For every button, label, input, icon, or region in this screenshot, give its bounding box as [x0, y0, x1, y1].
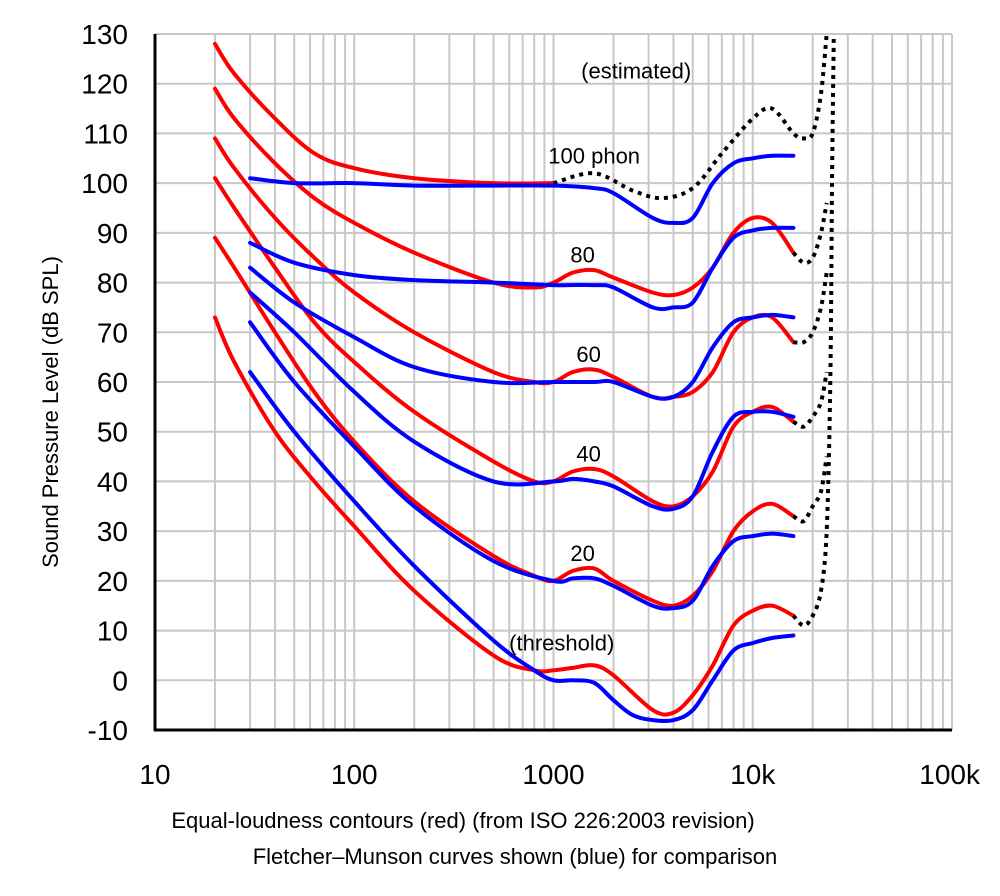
y-tick-label: 130 — [81, 19, 128, 50]
series-line-iso226 — [213, 176, 796, 509]
y-tick-label: 30 — [97, 516, 128, 547]
series-line-estimated — [552, 33, 829, 201]
series-line-fletcher-munson — [248, 265, 796, 401]
series-line-iso226 — [213, 41, 556, 186]
caption-line-1: Equal-loudness contours (red) (from ISO … — [171, 808, 754, 833]
series-line-estimated — [792, 371, 829, 429]
series-line-fletcher-munson — [248, 290, 796, 512]
annotation-label: 40 — [576, 442, 600, 467]
y-tick-label: 60 — [97, 367, 128, 398]
x-tick-label: 100 — [331, 759, 378, 790]
caption-line-2: Fletcher–Munson curves shown (blue) for … — [253, 844, 778, 869]
y-tick-label: -10 — [88, 715, 128, 746]
y-tick-label: 100 — [81, 168, 128, 199]
y-tick-label: 20 — [97, 566, 128, 597]
x-tick-label: 1000 — [522, 759, 584, 790]
series-line-estimated — [791, 202, 829, 265]
y-tick-label: 70 — [97, 317, 128, 348]
x-tick-label: 10k — [730, 759, 776, 790]
x-tick-label: 10 — [139, 759, 170, 790]
y-tick-labels: -10 0 10 20 30 40 50 60 70 80 90 100 110 120 130 — [81, 19, 128, 746]
series-layer — [213, 33, 836, 724]
x-tick-labels: 10 100 1000 10k 100k — [139, 759, 981, 790]
annotation-label: 60 — [576, 342, 600, 367]
annotation-label: 100 phon — [548, 143, 640, 168]
axes — [153, 34, 952, 732]
series-line-fletcher-munson — [248, 320, 796, 611]
series-line-estimated — [791, 33, 836, 628]
annotation-label: 20 — [570, 541, 594, 566]
y-tick-label: 10 — [97, 616, 128, 647]
series-line-iso226 — [213, 315, 796, 717]
y-tick-label: 50 — [97, 417, 128, 448]
y-tick-label: 90 — [97, 218, 128, 249]
y-tick-label: 110 — [83, 118, 128, 149]
series-line-iso226 — [213, 136, 796, 401]
y-tick-label: 0 — [112, 665, 128, 696]
annotation-label: 80 — [570, 243, 594, 268]
series-line-iso226 — [213, 235, 796, 608]
annotation-label: (threshold) — [509, 630, 614, 655]
annotations: (estimated) 100 phon 80 60 40 20 (threshold) — [509, 59, 691, 656]
annotation-label: (estimated) — [581, 59, 691, 84]
series-line-fletcher-munson — [248, 370, 796, 724]
series-line-fletcher-munson — [248, 153, 796, 226]
series-line-fletcher-munson — [248, 225, 796, 312]
y-tick-label: 80 — [97, 268, 128, 299]
y-axis-title: Sound Pressure Level (dB SPL) — [38, 256, 63, 568]
y-tick-label: 120 — [81, 69, 128, 100]
series-line-estimated — [792, 456, 829, 524]
y-tick-label: 40 — [97, 466, 128, 497]
series-line-iso226 — [213, 86, 796, 298]
x-tick-label: 100k — [919, 759, 981, 790]
